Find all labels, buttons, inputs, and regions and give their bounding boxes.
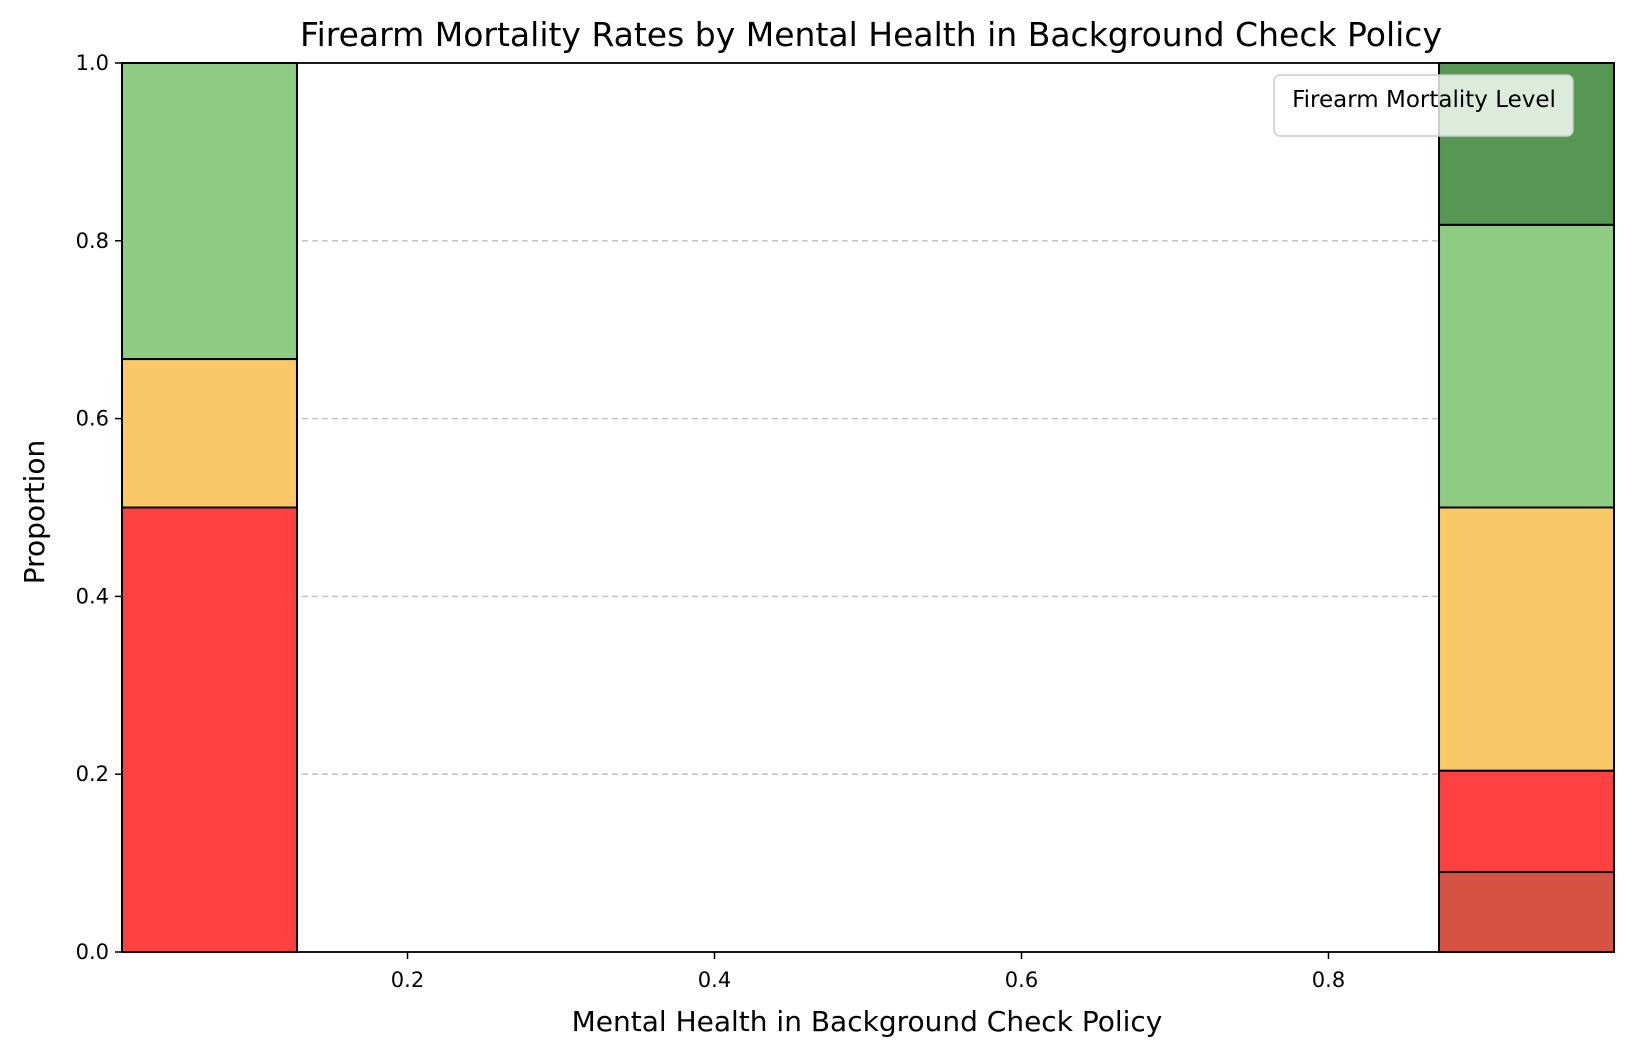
bar-segment (1438, 870, 1615, 953)
x-tick-label: 0.4 (698, 968, 731, 992)
y-tick-label: 0.6 (76, 407, 109, 431)
chart-title: Firearm Mortality Rates by Mental Health… (300, 15, 1442, 54)
bar-segment (121, 62, 298, 361)
x-tick-label: 0.2 (391, 968, 424, 992)
legend-title: Firearm Mortality Level (1292, 87, 1556, 113)
y-tick-label: 0.0 (76, 940, 109, 964)
y-tick-label: 1.0 (76, 51, 109, 75)
grid-lines (122, 240, 1614, 775)
y-tick-label: 0.4 (76, 584, 109, 608)
bar-segment (1438, 769, 1615, 873)
x-tick-label: 0.8 (1312, 968, 1345, 992)
bar-segment (121, 506, 298, 953)
legend-box (1273, 74, 1574, 137)
bar-segment (121, 358, 298, 509)
legend: Firearm Mortality Level (1273, 74, 1574, 137)
plot-frame (121, 62, 1615, 953)
tick-labels: 0.2 0.4 0.6 0.8 0.0 0.2 0.4 0.6 0.8 1.0 (76, 51, 1346, 992)
bar-segment (1438, 223, 1615, 509)
bar-segment (1438, 506, 1615, 772)
y-axis-label: Proportion (18, 440, 51, 584)
y-tick-label: 0.2 (76, 762, 109, 786)
axes (115, 62, 1615, 959)
x-tick-label: 0.6 (1005, 968, 1038, 992)
x-axis-label: Mental Health in Background Check Policy (572, 1005, 1163, 1038)
y-tick-label: 0.8 (76, 229, 109, 253)
